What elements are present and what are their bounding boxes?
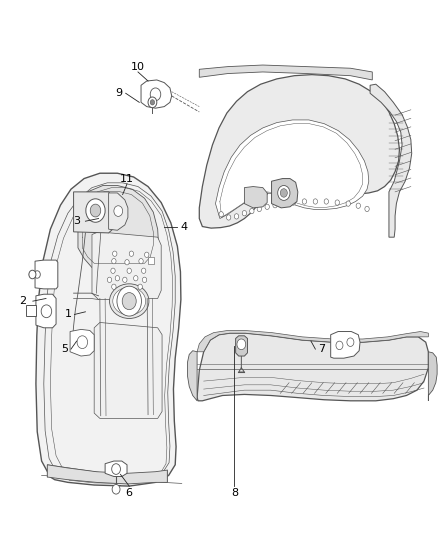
Ellipse shape (110, 284, 149, 318)
Circle shape (29, 270, 36, 279)
Polygon shape (70, 329, 94, 356)
Circle shape (145, 252, 149, 257)
Circle shape (122, 293, 136, 310)
Text: 7: 7 (318, 344, 325, 354)
Circle shape (250, 208, 254, 214)
Circle shape (242, 211, 247, 216)
Circle shape (226, 215, 231, 220)
Circle shape (127, 268, 131, 273)
Circle shape (150, 88, 161, 101)
Text: 3: 3 (73, 216, 80, 226)
Polygon shape (331, 332, 360, 358)
Circle shape (115, 276, 120, 281)
Circle shape (148, 97, 157, 108)
Circle shape (335, 200, 339, 205)
Circle shape (265, 204, 269, 209)
Circle shape (112, 484, 120, 494)
Circle shape (134, 276, 138, 281)
Circle shape (291, 200, 296, 205)
Polygon shape (215, 120, 369, 219)
Polygon shape (199, 75, 399, 228)
Circle shape (219, 212, 223, 217)
Circle shape (278, 185, 290, 200)
Circle shape (139, 259, 143, 264)
Circle shape (113, 251, 117, 256)
Text: 1: 1 (64, 310, 71, 319)
Text: 4: 4 (180, 222, 187, 231)
Circle shape (117, 286, 141, 316)
Circle shape (234, 214, 239, 219)
Polygon shape (236, 336, 247, 356)
Circle shape (141, 268, 146, 273)
Circle shape (273, 203, 277, 208)
Polygon shape (26, 305, 36, 316)
Polygon shape (78, 185, 159, 268)
Polygon shape (36, 294, 56, 328)
Text: 5: 5 (61, 344, 68, 354)
Circle shape (125, 260, 129, 265)
Circle shape (280, 189, 287, 197)
Polygon shape (244, 187, 267, 208)
Circle shape (123, 277, 127, 282)
Polygon shape (94, 322, 162, 418)
Polygon shape (35, 260, 58, 289)
Circle shape (302, 199, 307, 204)
Polygon shape (370, 84, 412, 237)
Polygon shape (92, 232, 161, 300)
Circle shape (112, 284, 116, 289)
Circle shape (112, 464, 120, 474)
Polygon shape (47, 465, 167, 484)
Circle shape (41, 305, 52, 318)
Circle shape (346, 201, 350, 206)
Circle shape (111, 268, 115, 273)
Polygon shape (109, 193, 128, 230)
Polygon shape (199, 65, 372, 80)
Circle shape (90, 204, 101, 217)
Circle shape (150, 100, 155, 105)
Circle shape (129, 251, 134, 256)
Text: 8: 8 (231, 488, 238, 498)
Circle shape (77, 336, 88, 349)
Circle shape (356, 203, 360, 208)
Text: 9: 9 (116, 88, 123, 98)
Circle shape (282, 201, 286, 206)
Polygon shape (74, 192, 117, 233)
Polygon shape (197, 333, 428, 401)
Circle shape (112, 259, 116, 264)
Circle shape (313, 199, 318, 204)
Circle shape (138, 284, 142, 289)
Circle shape (336, 341, 343, 350)
Circle shape (237, 339, 246, 350)
Polygon shape (187, 351, 197, 401)
Circle shape (365, 206, 369, 212)
Polygon shape (105, 461, 127, 477)
Circle shape (114, 206, 123, 216)
Circle shape (34, 271, 40, 278)
Polygon shape (197, 330, 428, 352)
Polygon shape (36, 173, 181, 486)
Circle shape (86, 199, 105, 222)
Ellipse shape (113, 287, 145, 315)
Circle shape (107, 277, 112, 282)
Text: 10: 10 (131, 62, 145, 71)
Polygon shape (141, 80, 172, 108)
Polygon shape (428, 352, 437, 401)
Text: 11: 11 (120, 174, 134, 183)
Bar (148, 257, 154, 264)
Circle shape (257, 206, 261, 212)
Text: 2: 2 (19, 296, 26, 306)
Circle shape (324, 199, 328, 204)
Circle shape (142, 277, 147, 282)
Text: 6: 6 (126, 488, 133, 498)
Polygon shape (272, 179, 298, 208)
Circle shape (347, 338, 354, 346)
